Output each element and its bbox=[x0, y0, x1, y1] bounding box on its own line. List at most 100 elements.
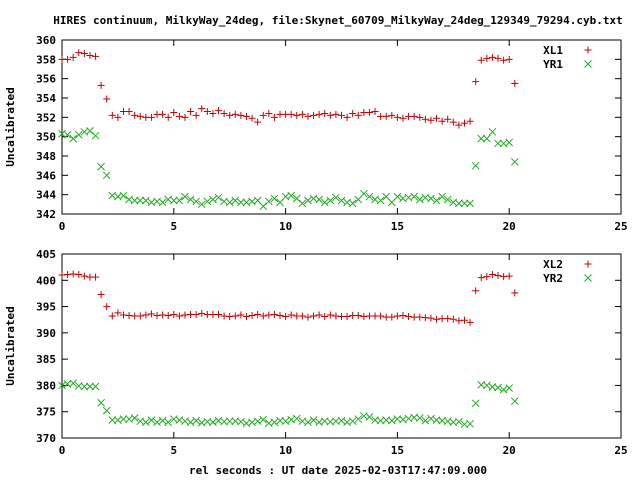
data-point bbox=[270, 418, 279, 427]
data-point bbox=[220, 109, 228, 117]
data-point bbox=[265, 109, 273, 117]
data-point bbox=[259, 312, 267, 320]
data-point bbox=[293, 111, 301, 119]
data-point bbox=[248, 312, 256, 320]
data-point bbox=[153, 418, 161, 427]
data-point bbox=[365, 109, 373, 116]
data-point bbox=[108, 416, 117, 424]
x-tick-label: 5 bbox=[170, 444, 177, 457]
x-tick-label: 0 bbox=[59, 220, 66, 233]
data-point bbox=[147, 113, 155, 121]
data-point bbox=[197, 200, 206, 209]
data-point bbox=[131, 111, 139, 119]
x-tick-label: 20 bbox=[503, 444, 516, 457]
x-tick-label: 20 bbox=[503, 220, 516, 233]
y-tick-label: 370 bbox=[36, 432, 56, 445]
y-tick-label: 344 bbox=[36, 189, 56, 202]
data-point bbox=[175, 196, 184, 205]
y-tick-label: 346 bbox=[36, 169, 56, 182]
series-XL2 bbox=[58, 270, 519, 326]
data-point bbox=[203, 108, 211, 116]
data-point bbox=[169, 196, 178, 205]
data-point bbox=[482, 134, 491, 143]
data-point bbox=[387, 416, 396, 425]
data-point bbox=[103, 95, 111, 103]
x-tick-label: 15 bbox=[391, 220, 404, 233]
data-point bbox=[438, 192, 446, 201]
data-point bbox=[220, 312, 228, 320]
y-tick-label: 352 bbox=[36, 111, 56, 124]
data-point bbox=[421, 115, 429, 123]
legend-label: YR2 bbox=[543, 272, 563, 285]
data-point bbox=[231, 110, 239, 118]
data-point bbox=[460, 316, 468, 324]
data-point bbox=[264, 197, 273, 206]
data-point bbox=[203, 197, 212, 206]
data-point bbox=[242, 112, 250, 120]
data-point bbox=[505, 55, 513, 63]
data-point bbox=[69, 270, 77, 278]
data-point bbox=[86, 127, 94, 135]
y-tick-label: 380 bbox=[36, 379, 56, 392]
data-point bbox=[287, 311, 295, 319]
data-point bbox=[287, 191, 296, 200]
data-point bbox=[153, 312, 161, 320]
data-point bbox=[187, 108, 195, 116]
data-point bbox=[259, 111, 267, 119]
series-YR2 bbox=[58, 379, 519, 429]
data-point bbox=[237, 311, 245, 319]
data-point bbox=[410, 112, 418, 120]
data-point bbox=[164, 113, 172, 121]
data-point bbox=[142, 311, 150, 319]
legend-marker bbox=[584, 274, 592, 282]
data-point bbox=[298, 110, 306, 118]
bottom-panel: 370 375 380 385 390 395 400 405 0 5 10 15 20 25 Uncali… bbox=[4, 248, 628, 457]
data-point bbox=[237, 111, 245, 119]
x-tick-label: 10 bbox=[279, 444, 292, 457]
chart-title: HIRES continuum, MilkyWay_24deg, file:Sk… bbox=[53, 14, 623, 27]
data-point bbox=[466, 318, 474, 326]
data-point bbox=[192, 197, 201, 206]
data-point bbox=[494, 272, 502, 280]
data-point bbox=[455, 121, 463, 129]
series-XL1 bbox=[58, 49, 519, 129]
data-point bbox=[92, 52, 100, 60]
data-point bbox=[237, 417, 245, 426]
data-point bbox=[125, 108, 133, 116]
data-point bbox=[482, 381, 491, 390]
data-point bbox=[181, 311, 189, 319]
y-tick-label: 356 bbox=[36, 73, 56, 86]
data-point bbox=[343, 313, 351, 321]
data-point bbox=[181, 113, 189, 121]
data-point bbox=[214, 193, 223, 202]
data-point bbox=[388, 313, 396, 321]
data-point bbox=[102, 406, 111, 415]
data-point bbox=[405, 313, 413, 321]
data-point bbox=[449, 315, 457, 323]
data-point bbox=[510, 157, 519, 166]
data-point bbox=[494, 383, 502, 392]
data-point bbox=[248, 114, 256, 122]
data-point bbox=[500, 273, 508, 281]
data-point bbox=[170, 109, 178, 116]
data-point bbox=[58, 271, 66, 279]
legend-marker bbox=[584, 60, 592, 68]
data-point bbox=[511, 80, 519, 87]
data-point bbox=[315, 110, 323, 118]
data-point bbox=[472, 287, 480, 295]
data-point bbox=[282, 313, 290, 321]
data-point bbox=[287, 110, 295, 118]
data-point bbox=[304, 313, 312, 321]
data-point bbox=[225, 198, 234, 207]
data-point bbox=[510, 397, 519, 406]
data-point bbox=[130, 196, 139, 205]
data-point bbox=[304, 196, 312, 205]
data-point bbox=[360, 313, 368, 321]
data-point bbox=[348, 417, 357, 426]
data-point bbox=[309, 416, 318, 424]
data-point bbox=[114, 113, 122, 121]
legend-label: XL1 bbox=[543, 44, 563, 57]
data-point bbox=[75, 49, 83, 57]
data-point bbox=[159, 311, 167, 319]
data-point bbox=[315, 311, 323, 319]
